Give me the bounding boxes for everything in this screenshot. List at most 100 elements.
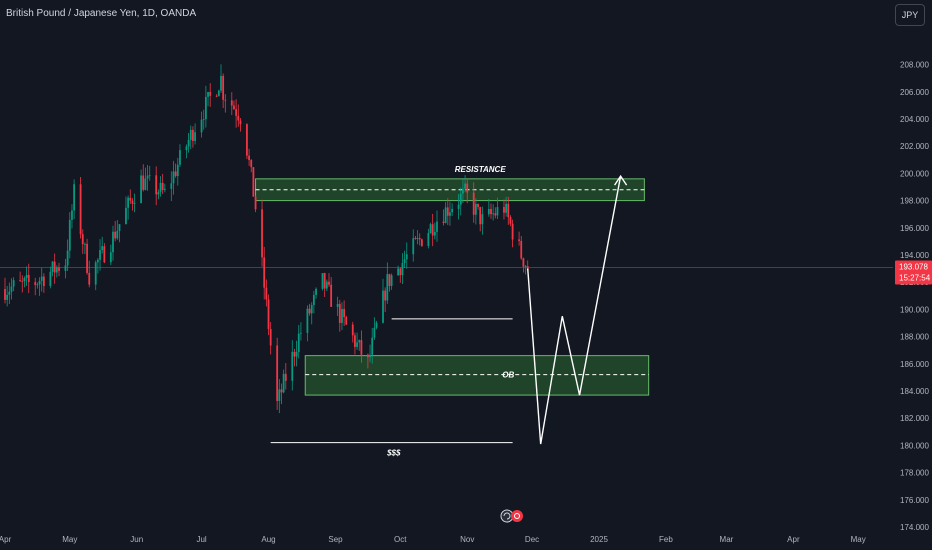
candle-body — [248, 155, 250, 161]
candle — [375, 320, 378, 330]
candle-body — [55, 267, 58, 273]
currency-button[interactable]: JPY — [895, 4, 925, 26]
y-tick-label: 182.000 — [900, 414, 929, 423]
candle — [390, 273, 393, 290]
candle-body — [375, 322, 378, 328]
candle — [382, 278, 384, 324]
candle — [414, 236, 417, 240]
candle-body — [338, 303, 341, 323]
candle-body — [492, 213, 495, 215]
candle — [518, 231, 520, 246]
candle-body — [99, 250, 101, 260]
candle — [133, 193, 136, 213]
candle-body — [310, 304, 313, 314]
candle — [295, 340, 298, 367]
countdown-timer: 15:27:54 — [899, 274, 931, 283]
candle-body — [161, 182, 164, 190]
candle-body — [360, 340, 363, 355]
candle — [492, 204, 495, 221]
candle-body — [192, 129, 194, 141]
candle — [58, 262, 60, 277]
x-tick-label: Jun — [130, 535, 143, 544]
candle — [49, 266, 52, 289]
candle-body — [38, 280, 41, 285]
candle-body — [297, 333, 300, 353]
candle — [157, 189, 160, 200]
candle-body — [490, 208, 492, 215]
candle-body — [58, 267, 60, 271]
y-tick-label: 176.000 — [900, 496, 929, 505]
resistance-label: RESISTANCE — [455, 165, 507, 174]
event-flag-icon[interactable] — [511, 510, 523, 522]
candle-body — [159, 182, 162, 193]
candle-body — [73, 184, 76, 211]
candle-body — [321, 273, 324, 289]
candle-body — [36, 284, 39, 286]
candle-body — [125, 207, 127, 225]
candle — [51, 260, 54, 277]
candle — [479, 206, 482, 232]
candle-body — [397, 268, 400, 276]
candle — [68, 212, 71, 259]
price-axis[interactable]: 174.000 176.000 178.000 180.000 182.000 184.0… — [895, 61, 932, 532]
candle — [148, 165, 151, 181]
candle — [433, 222, 436, 240]
candle — [280, 383, 283, 405]
time-axis[interactable]: Apr May Jun Jul Aug Sep Oct Nov Dec 2025 Feb Mar Apr… — [0, 509, 866, 544]
candle-body — [8, 291, 11, 295]
candle-body — [366, 354, 369, 358]
candle — [246, 123, 248, 159]
candle-body — [520, 240, 523, 259]
y-tick-label: 206.000 — [900, 88, 929, 97]
candle-body — [280, 389, 283, 393]
liquidity-label: $$$ — [386, 449, 401, 458]
candle-body — [204, 96, 207, 120]
candle — [235, 99, 238, 128]
candle-body — [477, 203, 479, 208]
candle — [200, 111, 203, 138]
symbol-title[interactable]: British Pound / Japanese Yen, 1D, OANDA — [6, 8, 197, 19]
x-tick-label: Mar — [720, 535, 734, 544]
y-tick-label: 174.000 — [900, 523, 929, 532]
candle-body — [341, 309, 343, 323]
candle-body — [403, 259, 406, 264]
candle — [397, 265, 400, 276]
candle — [125, 196, 127, 225]
candle-body — [170, 183, 173, 189]
y-tick-label: 196.000 — [900, 224, 929, 233]
candle — [36, 282, 39, 289]
y-tick-label: 194.000 — [900, 251, 929, 260]
candle-body — [265, 287, 268, 300]
candle-body — [267, 299, 270, 330]
candle — [112, 225, 114, 261]
candle — [477, 203, 479, 210]
candle-body — [427, 233, 430, 246]
candle — [496, 197, 499, 220]
candle-body — [293, 351, 296, 357]
ob-zone — [304, 355, 650, 396]
candle — [284, 363, 287, 390]
candle — [185, 144, 188, 159]
candle — [291, 340, 294, 391]
candle-body — [4, 289, 6, 300]
candle-body — [263, 257, 266, 288]
candle — [224, 94, 227, 113]
x-tick-label: May — [62, 535, 77, 544]
candle-body — [19, 280, 22, 282]
candle — [269, 322, 272, 355]
y-tick-label: 178.000 — [900, 469, 929, 478]
candle — [429, 222, 432, 234]
candle — [263, 246, 266, 300]
candle — [520, 236, 523, 260]
annotation-overlays: RESISTANCE OB $$$ — [0, 165, 893, 458]
candle — [189, 125, 192, 150]
candle — [207, 91, 209, 107]
candle-body — [472, 192, 475, 215]
candle-body — [71, 210, 73, 220]
candle-body — [487, 208, 490, 215]
candle-body — [371, 337, 374, 355]
candle — [84, 242, 86, 255]
candle — [494, 207, 497, 219]
candle — [116, 220, 119, 240]
